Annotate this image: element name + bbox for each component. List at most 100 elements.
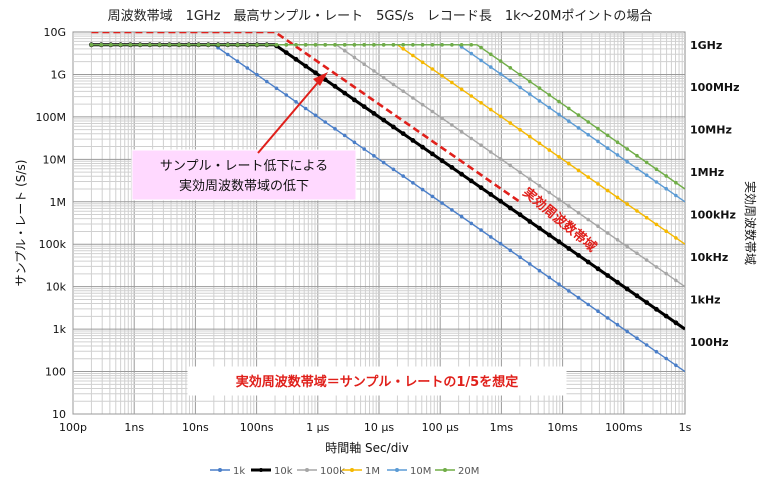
series-point-100k [537,184,542,188]
series-point-100k [372,69,376,73]
series-point-20M [109,43,113,47]
y-tick-label: 10k [46,281,67,294]
series-point-1k [567,289,571,293]
right-tick-label: 100MHz [690,81,740,94]
series-point-100k [605,231,610,235]
series-point-1M [674,236,678,240]
y-tick-label: 1G [50,68,66,81]
series-point-1k [362,147,367,151]
series-point-10M [586,132,590,137]
series-point-10M [674,193,678,198]
series-point-10k [556,239,562,245]
series-point-100k [391,82,396,87]
series-point-1k [557,282,561,287]
series-point-10M [664,186,668,191]
series-point-20M [411,43,415,47]
series-point-10k [420,144,425,150]
series-point-20M [537,86,542,90]
series-point-10k [663,313,669,319]
series-point-1k [664,356,668,361]
series-point-1k [576,295,581,300]
series-point-20M [323,43,328,47]
series-point-1M [615,195,620,200]
legend-marker-1k [218,468,222,472]
series-point-20M [274,43,279,47]
series-point-10k [371,111,377,116]
series-point-20M [664,174,668,178]
series-point-1M [440,74,444,78]
callout-arrowhead [313,72,328,86]
series-point-20M [420,43,425,47]
series-point-1k [381,160,386,165]
series-point-10M [489,65,493,69]
series-point-20M [226,43,230,47]
series-point-10k [342,90,348,96]
right-axis-label: 実効周波数帯域 [743,181,758,265]
series-point-1k [508,248,513,253]
series-point-10k [595,266,601,272]
legend-marker-20M [443,468,447,472]
series-point-1k [450,208,454,212]
series-point-10M [528,92,532,96]
right-tick-label: 1GHz [690,39,722,52]
series-point-20M [518,72,522,77]
series-point-100k [674,278,678,283]
series-line-20M [91,44,685,190]
series-point-1M [459,87,464,92]
series-point-20M [557,99,561,104]
series-point-1k [333,127,337,131]
legend: 1k 10k 100k 1M 10M 20M [210,466,479,477]
series-point-20M [469,43,474,47]
series-point-20M [245,43,250,47]
series-point-10k [527,219,533,224]
series-point-1k [547,275,552,280]
y-axis-label: サンプル・レート (S/s) [14,160,28,287]
series-point-100k [479,143,483,147]
series-point-20M [167,43,172,47]
y-tick-labels: 10 100 1k 10k 100k 1M 10M 100M 1G 10G [36,26,67,421]
series-point-20M [294,43,298,47]
series-point-100k [352,55,357,60]
series-point-1k [284,93,289,97]
chart-title: 周波数帯域 1GHz 最高サンプル・レート 5GS/s レコード長 1k～20M… [108,8,653,24]
series-point-1M [567,161,571,166]
callout-arrow [257,79,321,154]
legend-marker-1M [350,468,354,472]
series-point-10k [283,50,289,55]
series-point-20M [430,43,435,47]
bandwidth-dashed-line [91,32,521,203]
series-point-1k [479,228,483,232]
x-tick-label: 100ms [605,421,643,434]
series-point-10M [567,119,571,123]
series-point-1M [498,114,503,119]
right-tick-label: 1MHz [690,166,724,179]
series-point-10M [596,139,600,144]
series-point-1M [654,222,659,227]
series-point-10k [537,225,542,231]
series-point-1k [342,133,347,138]
series-point-20M [333,43,337,47]
series-point-1M [411,53,415,58]
series-point-20M [313,43,318,47]
series-point-100k [342,48,347,53]
callout-box [131,149,357,201]
series-point-100k [654,265,659,269]
series-point-1M [644,215,649,220]
series-point-1k [372,154,376,158]
series-point-10M [547,105,552,110]
legend-marker-10M [395,468,399,472]
series-point-100k [635,251,639,256]
series-point-100k [440,116,444,120]
x-tick-label: 1ms [490,421,514,434]
series-point-10M [557,112,561,117]
series-point-20M [547,93,552,97]
series-point-1k [430,194,435,199]
series-point-10k [459,171,464,177]
y-tick-label: 1k [53,323,67,336]
series-point-1k [498,241,503,246]
series-point-10k [391,124,396,130]
series-point-10k [576,252,581,258]
series-point-1k [489,235,493,239]
series-point-10k [430,151,435,157]
series-point-10k [410,138,416,143]
